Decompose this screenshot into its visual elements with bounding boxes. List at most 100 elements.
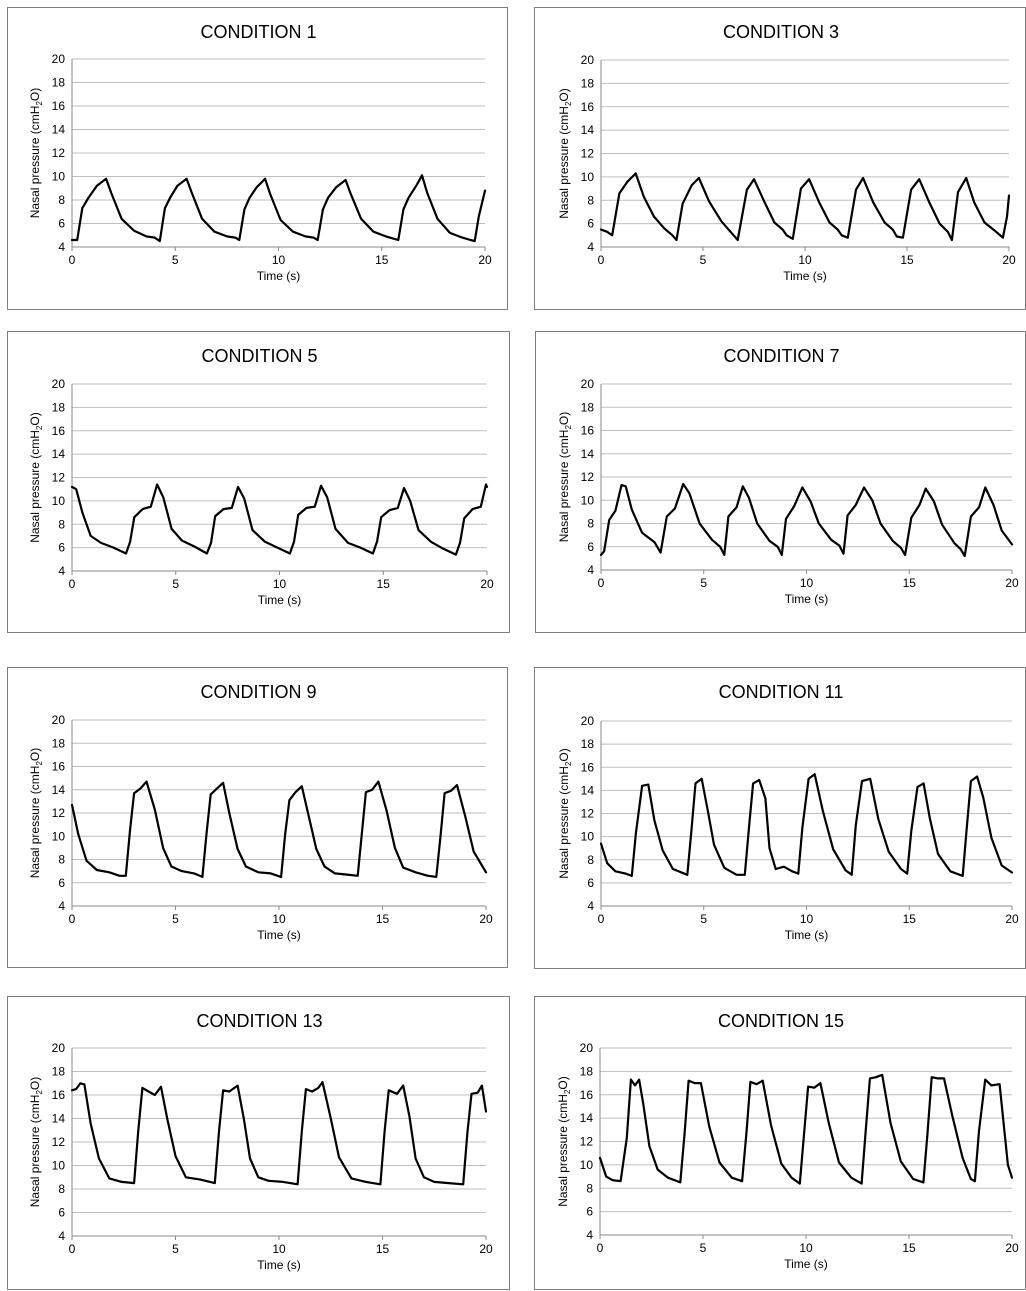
chart-svg: CONDITION 15 4 6 8 10 12 14 16 18 20 0 5 10 15 20 Time … (556, 1011, 1019, 1271)
y-tick-label: 16 (581, 760, 595, 774)
y-tick-label: 10 (581, 830, 595, 844)
y-axis-label: Nasal pressure (cmH2O) (28, 412, 44, 543)
chart-title: CONDITION 13 (196, 1011, 322, 1031)
x-tick-label: 0 (597, 1241, 604, 1255)
y-tick-label: 6 (586, 1205, 593, 1219)
y-tick-label: 10 (52, 829, 66, 843)
y-tick-label: 12 (581, 147, 595, 161)
y-tick-label: 20 (581, 377, 595, 391)
x-tick-label: 15 (902, 1241, 916, 1255)
pressure-series-line (70, 174, 487, 243)
y-tick-label: 10 (581, 170, 595, 184)
chart-panel: CONDITION 7 4 6 8 10 12 14 16 18 20 0 5 10 15 20 Time (… (535, 331, 1026, 633)
chart-panel: CONDITION 13 4 6 8 10 12 14 16 18 20 0 5 10 15 20 Time … (7, 996, 510, 1290)
y-tick-label: 14 (580, 1111, 594, 1125)
y-tick-label: 18 (581, 737, 595, 751)
x-tick-label: 15 (377, 577, 391, 591)
chart-svg: CONDITION 5 4 6 8 10 12 14 16 18 20 0 5 10 15 20 Time (… (28, 346, 494, 607)
pressure-series-line (599, 482, 1014, 558)
y-tick-label: 18 (580, 1064, 594, 1078)
y-tick-label: 8 (58, 1182, 65, 1196)
y-tick-label: 18 (581, 76, 595, 90)
y-tick-label: 16 (52, 424, 66, 438)
chart-svg: CONDITION 11 4 6 8 10 12 14 16 18 20 0 5 10 15 20 Time … (557, 682, 1019, 942)
y-tick-label: 4 (586, 1228, 593, 1242)
y-tick-label: 12 (52, 1135, 66, 1149)
y-tick-label: 10 (581, 493, 595, 507)
chart-svg: CONDITION 13 4 6 8 10 12 14 16 18 20 0 5 10 15 20 Time … (28, 1011, 493, 1272)
x-tick-label: 5 (172, 912, 179, 926)
x-tick-label: 15 (376, 1242, 390, 1256)
x-tick-label: 10 (800, 912, 814, 926)
y-tick-label: 4 (58, 240, 65, 254)
y-tick-label: 16 (52, 760, 66, 774)
x-tick-label: 5 (172, 577, 179, 591)
x-tick-label: 10 (272, 253, 286, 267)
x-tick-label: 20 (478, 253, 492, 267)
x-tick-label: 5 (700, 1241, 707, 1255)
y-tick-label: 16 (52, 1088, 66, 1102)
y-tick-label: 10 (580, 1158, 594, 1172)
y-tick-label: 4 (587, 240, 594, 254)
chart-title: CONDITION 15 (718, 1011, 844, 1031)
y-tick-label: 12 (581, 470, 595, 484)
x-tick-label: 5 (172, 253, 179, 267)
y-tick-label: 6 (587, 540, 594, 554)
x-tick-label: 0 (69, 912, 76, 926)
chart-panel: CONDITION 11 4 6 8 10 12 14 16 18 20 0 5 10 15 20 Time … (534, 667, 1026, 969)
chart-title: CONDITION 9 (200, 682, 316, 702)
y-tick-label: 18 (52, 1065, 66, 1079)
y-tick-label: 6 (58, 541, 65, 555)
y-tick-label: 20 (52, 713, 66, 727)
pressure-series-line (599, 773, 1014, 877)
y-tick-label: 6 (58, 876, 65, 890)
y-axis-label: Nasal pressure (cmH2O) (557, 748, 573, 879)
x-tick-label: 15 (375, 253, 389, 267)
y-tick-label: 6 (58, 1206, 65, 1220)
y-tick-label: 8 (58, 853, 65, 867)
chart-panel: CONDITION 15 4 6 8 10 12 14 16 18 20 0 5 10 15 20 Time … (534, 996, 1026, 1290)
x-tick-label: 5 (700, 253, 707, 267)
y-axis-label: Nasal pressure (cmH2O) (557, 412, 573, 543)
x-axis-label: Time (s) (257, 1258, 301, 1272)
chart-panel: CONDITION 3 4 6 8 10 12 14 16 18 20 0 5 10 15 20 Time (… (534, 7, 1026, 310)
x-tick-label: 20 (479, 1242, 493, 1256)
chart-svg: CONDITION 7 4 6 8 10 12 14 16 18 20 0 5 10 15 20 Time (… (557, 346, 1019, 606)
chart-title: CONDITION 11 (719, 682, 844, 702)
x-axis-label: Time (s) (785, 592, 829, 606)
y-tick-label: 14 (52, 123, 66, 137)
y-tick-label: 12 (581, 807, 595, 821)
x-tick-label: 20 (1005, 576, 1019, 590)
x-tick-label: 20 (480, 577, 494, 591)
y-tick-label: 18 (581, 400, 595, 414)
y-axis-label: Nasal pressure (cmH2O) (28, 88, 44, 219)
x-tick-label: 15 (903, 912, 917, 926)
y-tick-label: 18 (52, 736, 66, 750)
x-axis-label: Time (s) (258, 593, 302, 607)
y-tick-label: 20 (581, 714, 595, 728)
y-tick-label: 14 (52, 783, 66, 797)
chart-panel: CONDITION 9 4 6 8 10 12 14 16 18 20 0 5 10 15 20 Time (… (7, 667, 508, 968)
y-tick-label: 4 (587, 563, 594, 577)
y-tick-label: 6 (587, 876, 594, 890)
y-tick-label: 20 (581, 53, 595, 67)
y-axis-label: Nasal pressure (cmH2O) (557, 88, 573, 219)
x-tick-label: 0 (69, 253, 76, 267)
x-tick-label: 15 (903, 576, 917, 590)
pressure-series-line (599, 172, 1011, 242)
y-tick-label: 16 (580, 1088, 594, 1102)
y-tick-label: 8 (587, 853, 594, 867)
y-tick-label: 12 (52, 471, 66, 485)
chart-title: CONDITION 7 (723, 346, 839, 366)
y-tick-label: 8 (587, 193, 594, 207)
y-tick-label: 8 (587, 517, 594, 531)
y-tick-label: 20 (580, 1041, 594, 1055)
y-tick-label: 14 (52, 447, 66, 461)
y-tick-label: 10 (52, 170, 66, 184)
chart-svg: CONDITION 1 4 6 8 10 12 14 16 18 20 0 5 10 15 20 Time (… (28, 22, 492, 283)
y-axis-label: Nasal pressure (cmH2O) (28, 748, 44, 879)
chart-svg: CONDITION 3 4 6 8 10 12 14 16 18 20 0 5 10 15 20 Time (… (557, 22, 1016, 283)
y-tick-label: 14 (581, 447, 595, 461)
x-tick-label: 20 (1005, 1241, 1019, 1255)
